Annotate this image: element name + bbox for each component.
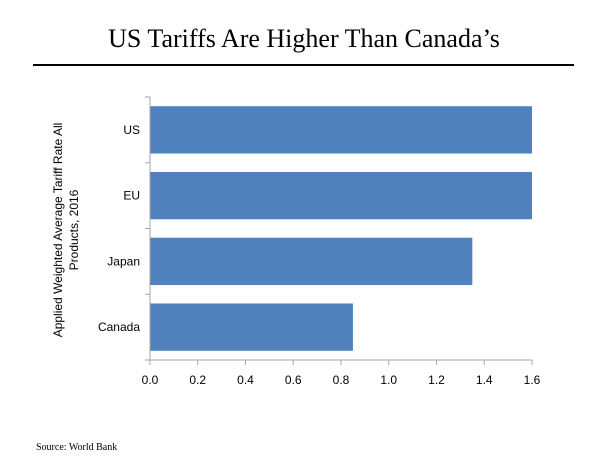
x-tick-label: 0.8 [333,373,350,387]
category-label-japan: Japan [107,254,140,268]
x-tick-label: 0.6 [285,373,302,387]
x-tick-label: 1.6 [524,373,541,387]
y-axis-title-line2: Products, 2016 [67,189,81,270]
bar-eu [150,171,532,220]
bar-canada [150,303,353,351]
x-tick-label: 1.4 [476,373,493,387]
title-underline [33,64,574,66]
y-axis-title-line1: Applied Weighted Average Tariff Rate All [51,123,65,338]
x-tick-label: 1.0 [380,373,397,387]
bar-japan [150,237,473,286]
category-label-eu: EU [123,189,140,203]
category-label-canada: Canada [98,320,140,334]
bar-us [150,106,532,154]
chart-title: US Tariffs Are Higher Than Canada’s [108,24,500,53]
x-tick-label: 0.0 [142,373,159,387]
category-label-us: US [123,123,140,137]
source-note: Source: World Bank [36,442,118,453]
x-tick-label: 0.4 [237,373,254,387]
x-tick-label: 0.2 [189,373,206,387]
x-tick-label: 1.2 [428,373,445,387]
